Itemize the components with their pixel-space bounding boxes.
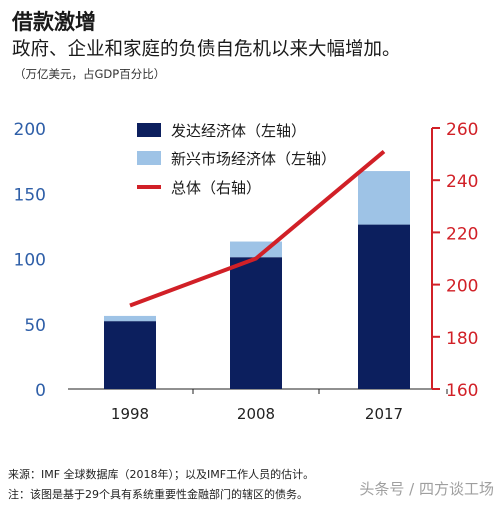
left-tick-label: 100 bbox=[14, 251, 46, 271]
right-tick-label: 180 bbox=[446, 329, 478, 349]
total-line-group bbox=[129, 149, 386, 308]
legend-label: 新兴市场经济体（左轴） bbox=[171, 150, 336, 168]
x-tick-label: 1998 bbox=[111, 405, 149, 423]
bar-emerging-2017 bbox=[358, 171, 410, 225]
source-note: 来源：IMF 全球数据库（2018年）；以及IMF工作人员的估计。 bbox=[8, 468, 315, 481]
bars-group bbox=[104, 171, 410, 389]
bar-emerging-1998 bbox=[104, 315, 156, 322]
axes-group: 0 50 100 150 200 160 180 200 220 240 260 1998 2008 20… bbox=[14, 120, 479, 423]
total-line bbox=[129, 149, 386, 308]
legend-swatch-emerging bbox=[137, 151, 161, 165]
legend-swatch-advanced bbox=[137, 123, 161, 137]
bar-advanced-1998 bbox=[104, 321, 156, 389]
x-tick-label: 2017 bbox=[365, 405, 403, 423]
right-tick-label: 240 bbox=[446, 172, 478, 192]
legend-group: 发达经济体（左轴） 新兴市场经济体（左轴） 总体（右轴） bbox=[137, 122, 336, 197]
right-tick-label: 260 bbox=[446, 120, 478, 140]
footnote: 注：该图是基于29个具有系统重要性金融部门的辖区的债务。 bbox=[8, 488, 308, 501]
legend-label: 发达经济体（左轴） bbox=[171, 122, 306, 140]
chart-subtitle: 政府、企业和家庭的负债自危机以来大幅增加。 bbox=[12, 39, 401, 60]
left-tick-label: 150 bbox=[14, 185, 46, 205]
left-tick-label: 200 bbox=[14, 120, 46, 140]
bar-advanced-2017 bbox=[358, 224, 410, 389]
right-tick-label: 200 bbox=[446, 277, 478, 297]
chart-title: 借款激增 bbox=[12, 10, 96, 34]
right-tick-label: 160 bbox=[446, 381, 478, 401]
legend-label: 总体（右轴） bbox=[171, 179, 261, 197]
left-tick-label: 50 bbox=[24, 316, 46, 336]
left-tick-label: 0 bbox=[35, 381, 46, 401]
x-tick-label: 2008 bbox=[237, 405, 275, 423]
right-tick-label: 220 bbox=[446, 224, 478, 244]
watermark-text: 头条号 / 四方谈工场 bbox=[359, 480, 494, 498]
bar-advanced-2008 bbox=[230, 257, 282, 389]
unit-note: （万亿美元，占GDP百分比） bbox=[14, 67, 166, 81]
